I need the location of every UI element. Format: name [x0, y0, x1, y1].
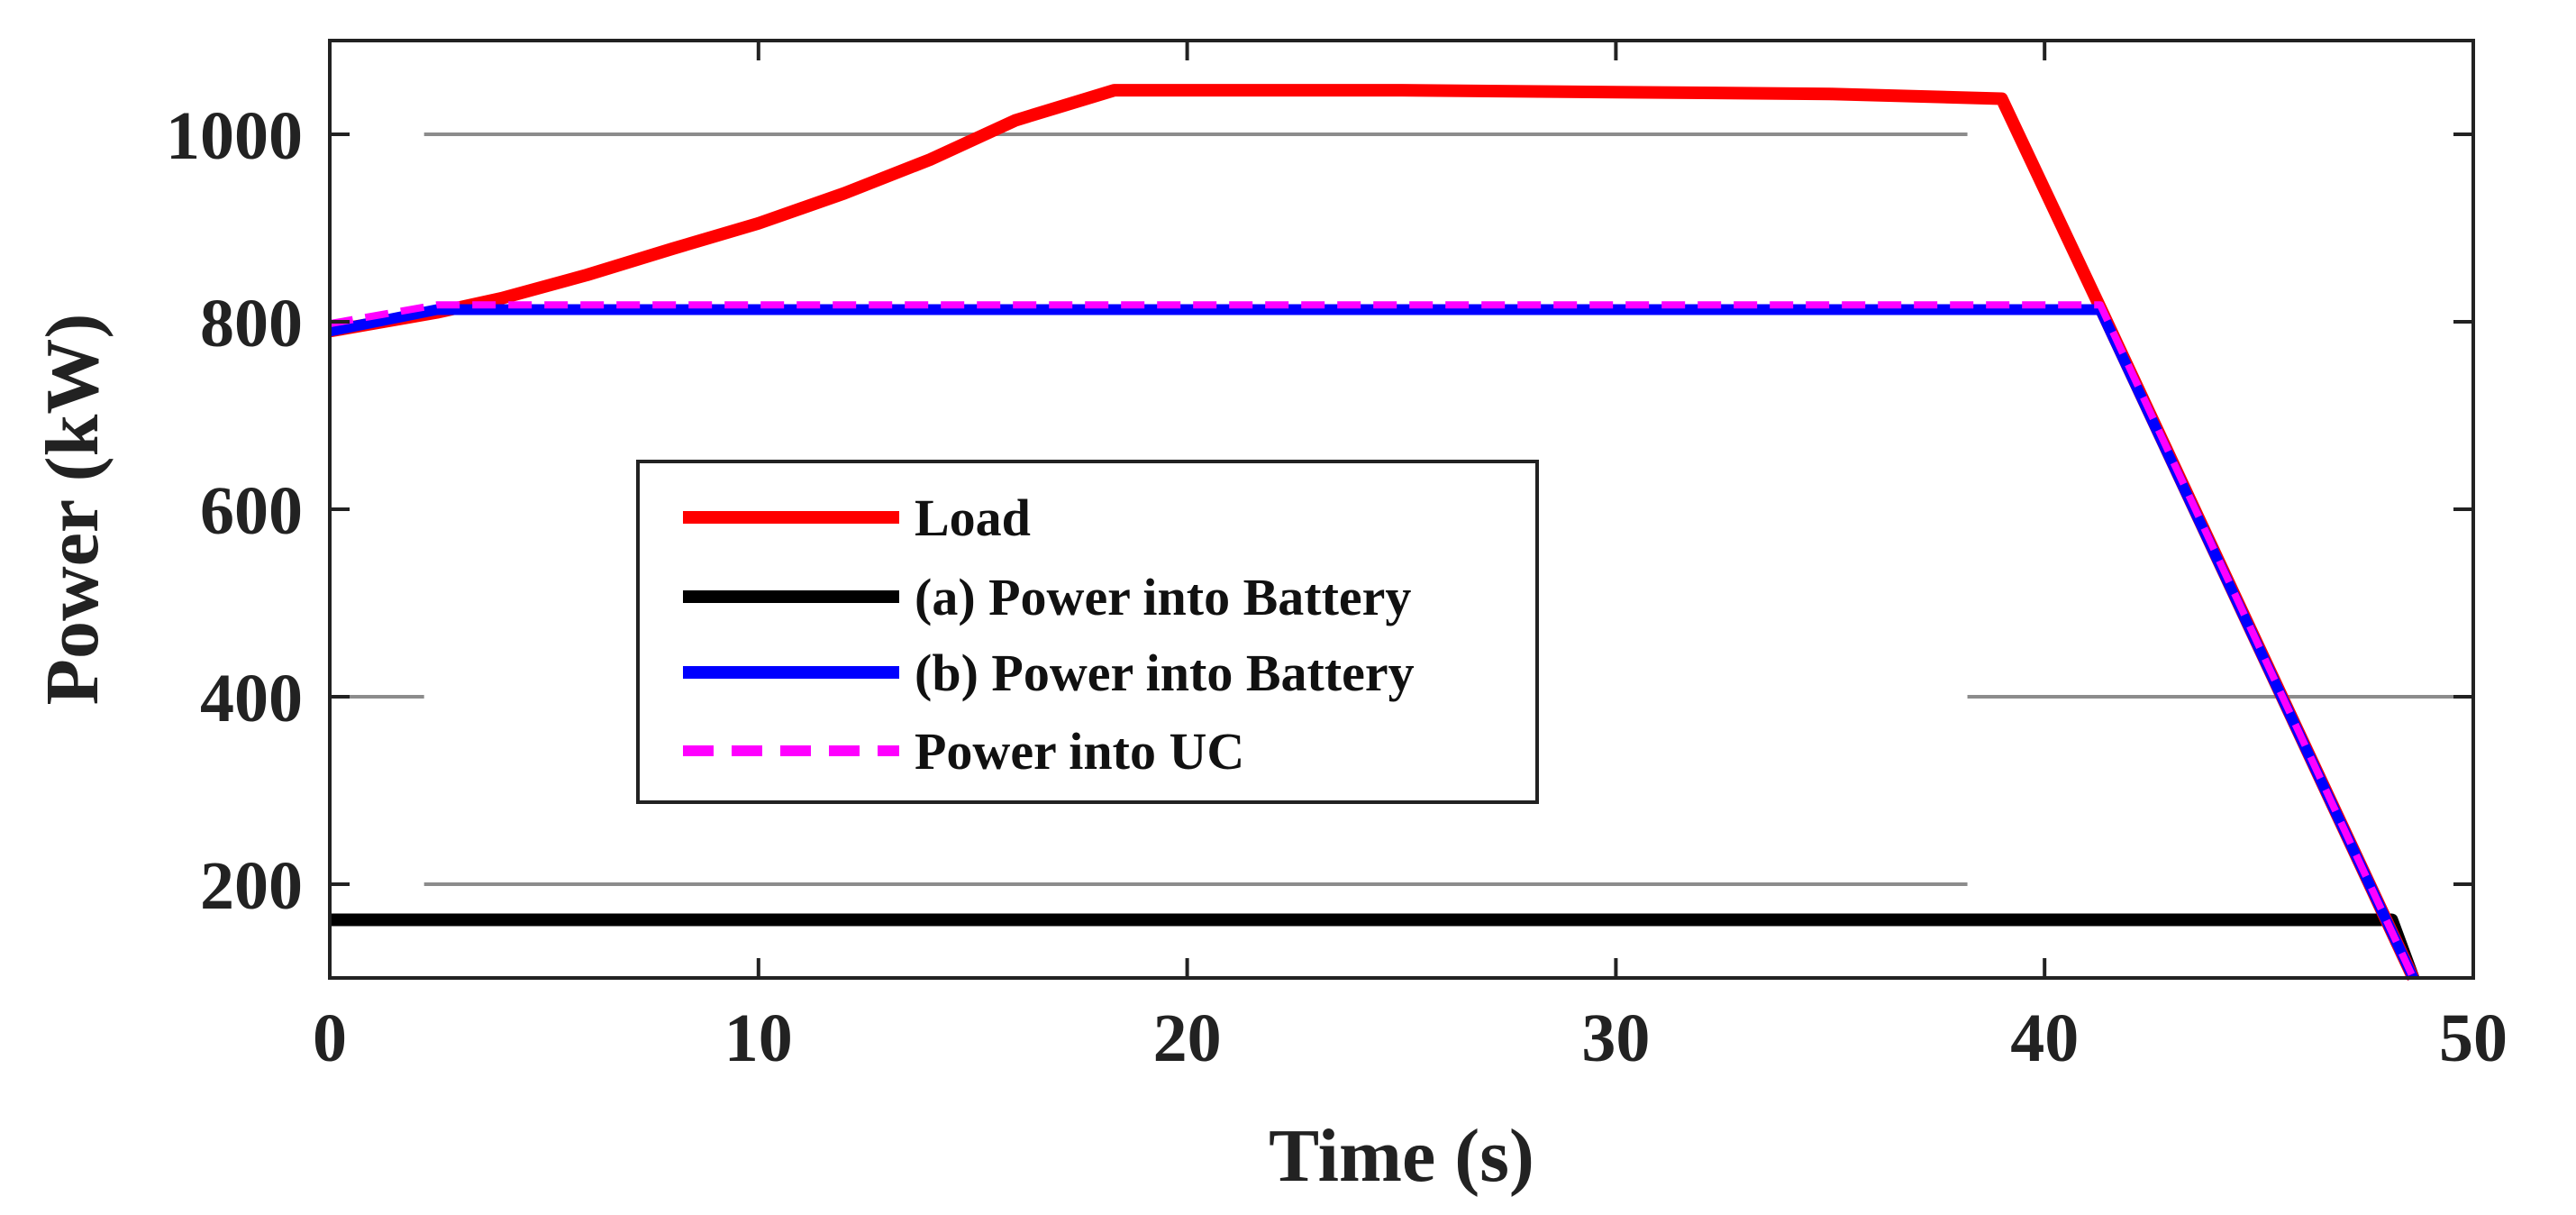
legend-label-a-power-into-battery: (a) Power into Battery	[915, 568, 1411, 626]
series-layer	[328, 84, 2419, 981]
y-tick-label: 400	[200, 661, 303, 736]
y-tick-label: 200	[200, 848, 303, 924]
x-tick-label: 40	[2010, 1000, 2079, 1076]
legend-label-b-power-into-battery: (b) Power into Battery	[915, 644, 1415, 702]
series-line-load	[328, 84, 2419, 981]
legend: Load (a) Power into Battery (b) Power into…	[636, 460, 1539, 804]
ticks-layer: 0 10 20 30 40 50 200 400 600 800 1000	[166, 41, 2508, 1076]
legend-label-power-into-uc: Power into UC	[915, 722, 1244, 781]
x-tick-label: 10	[724, 1000, 793, 1076]
x-tick-label: 30	[1581, 1000, 1650, 1076]
x-tick-label: 50	[2439, 1000, 2508, 1076]
reference-lines	[330, 132, 2473, 886]
y-axis-label: Power (kW)	[31, 314, 114, 706]
x-tick-label: 0	[313, 1000, 347, 1076]
x-axis-label: Time (s)	[1269, 1114, 1534, 1198]
y-tick-label: 800	[200, 286, 303, 361]
x-tick-label: 20	[1153, 1000, 1222, 1076]
series-line-power-into-uc	[329, 301, 2417, 980]
legend-label-load: Load	[915, 489, 1031, 547]
y-tick-label: 600	[200, 473, 303, 549]
y-tick-label: 1000	[166, 98, 303, 174]
